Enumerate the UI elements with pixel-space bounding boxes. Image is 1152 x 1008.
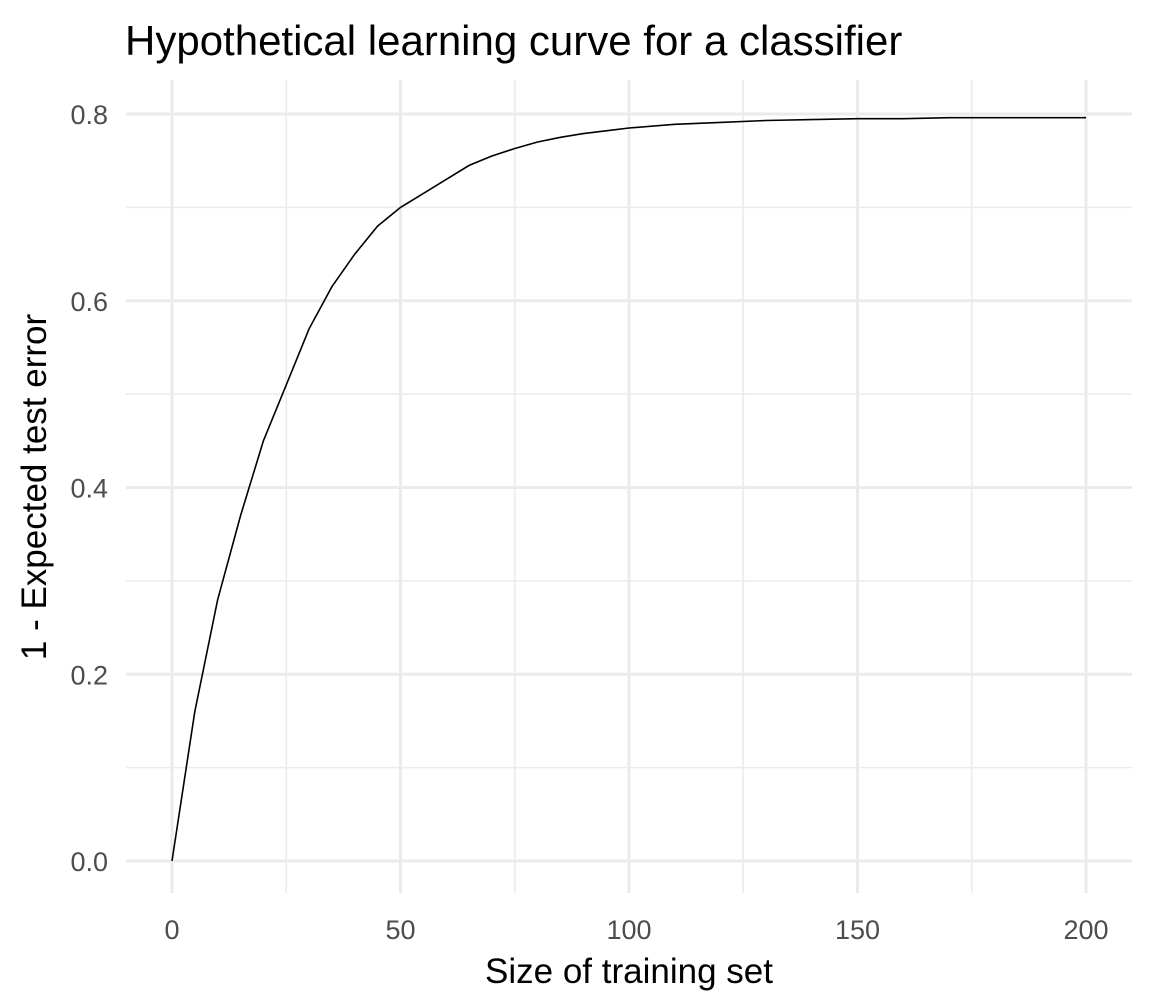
y-tick-label: 0.0 (70, 847, 108, 877)
y-axis-title: 1 - Expected test error (15, 314, 54, 661)
x-axis-title: Size of training set (485, 952, 773, 991)
x-tick-label: 100 (606, 915, 651, 945)
x-tick-label: 200 (1063, 915, 1108, 945)
major-grid (126, 80, 1132, 893)
y-axis-tick-labels: 0.0 0.2 0.4 0.6 0.8 (70, 100, 108, 877)
x-tick-label: 0 (164, 915, 179, 945)
x-tick-label: 50 (385, 915, 415, 945)
x-tick-label: 150 (835, 915, 880, 945)
x-axis-tick-labels: 0 50 100 150 200 (164, 915, 1108, 945)
series-layer (171, 116, 1086, 862)
chart-title: Hypothetical learning curve for a classi… (125, 17, 902, 64)
y-tick-label: 0.8 (70, 100, 108, 130)
y-tick-label: 0.4 (70, 474, 108, 504)
y-tick-label: 0.6 (70, 287, 108, 317)
series-line (171, 116, 1086, 862)
y-tick-label: 0.2 (70, 660, 108, 690)
